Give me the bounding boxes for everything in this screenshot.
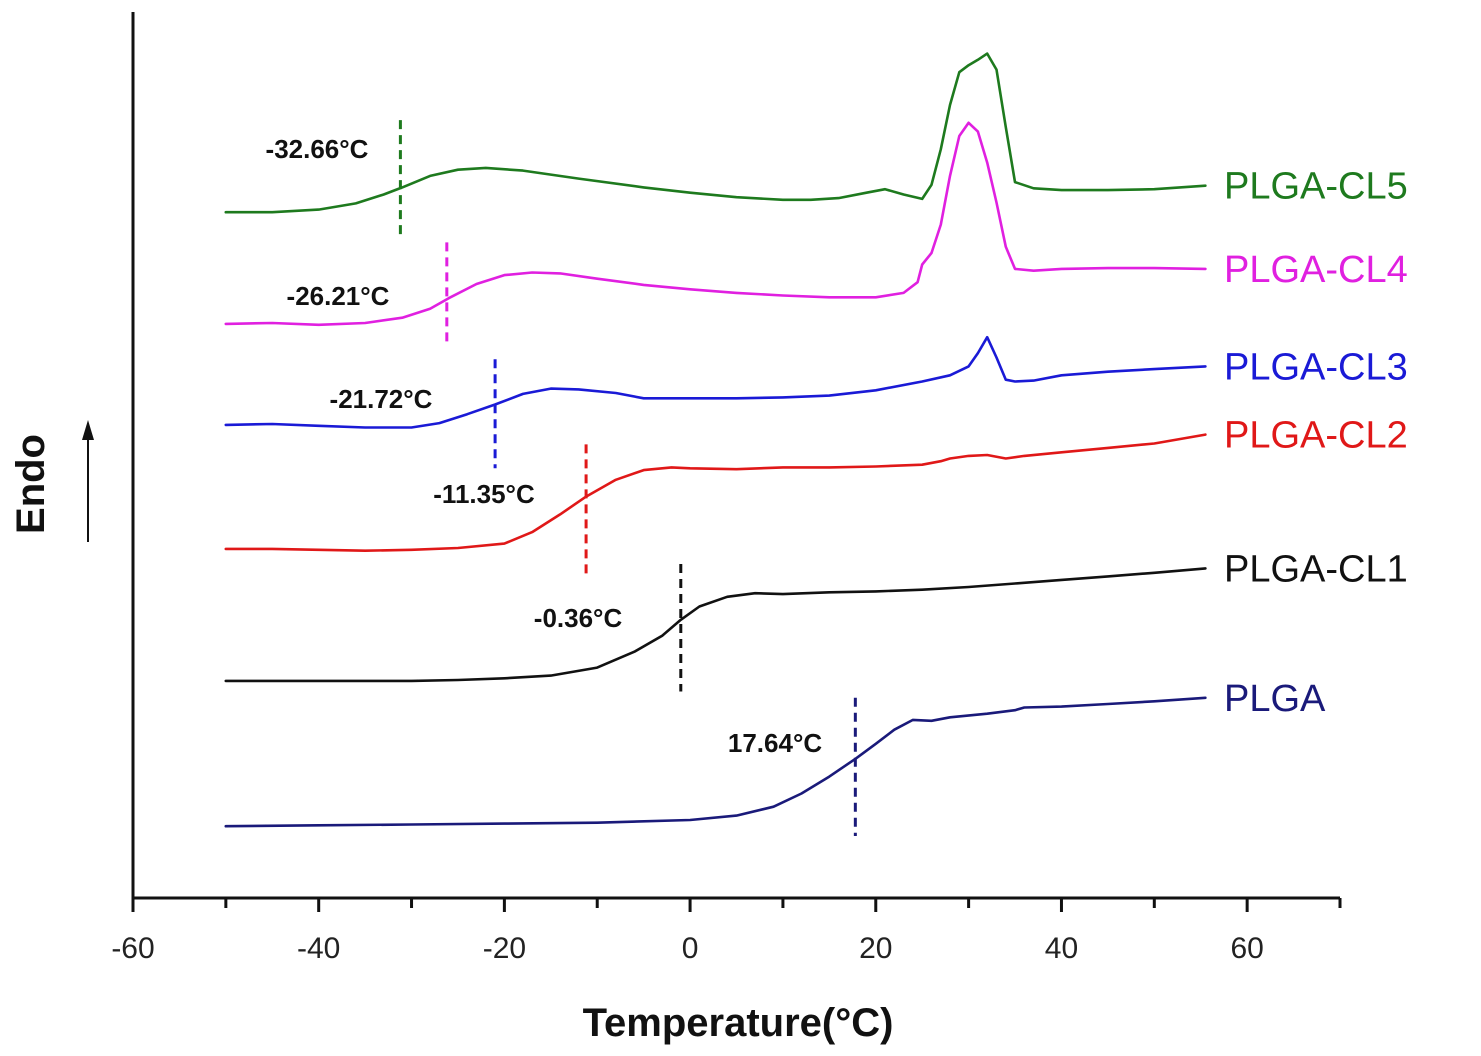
trace-plga-cl2: [224, 433, 1207, 552]
legend-label-plga-cl3: PLGA-CL3: [1224, 346, 1408, 388]
legend-label-plga-cl4: PLGA-CL4: [1224, 249, 1408, 291]
traces: [224, 52, 1207, 828]
x-tick-label: -40: [297, 932, 340, 965]
tg-annotation-plga-cl5: -32.66°C: [266, 134, 369, 164]
axes: -60 -40 -20 0 20 40 60: [111, 12, 1342, 965]
x-tick-label: 20: [859, 932, 892, 965]
x-tick-label: -60: [111, 932, 154, 965]
endo-arrow-icon: [82, 420, 94, 542]
trace-plga-cl3: [224, 335, 1207, 429]
x-axis-title: Temperature(°C): [583, 1001, 894, 1045]
tg-annotation-plga-cl1: -0.36°C: [534, 603, 623, 633]
labels: PLGA-CL5 -32.66°C PLGA-CL4 -26.21°C PLGA-CL3…: [266, 134, 1408, 758]
x-tick-label: 0: [682, 932, 699, 965]
trace-plga-cl4: [224, 121, 1207, 327]
tg-annotation-plga-cl4: -26.21°C: [287, 281, 390, 311]
x-tick-label: 40: [1045, 932, 1078, 965]
tg-annotation-plga-cl2: -11.35°C: [433, 479, 535, 509]
tg-annotation-plga-cl3: -21.72°C: [330, 384, 433, 414]
x-tick-label: -20: [483, 932, 526, 965]
trace-plga-cl5: [224, 52, 1207, 214]
y-axis-title: Endo: [9, 434, 53, 534]
legend-label-plga-cl2: PLGA-CL2: [1224, 415, 1408, 457]
legend-label-plga: PLGA: [1224, 678, 1326, 720]
trace-plga: [224, 696, 1207, 828]
x-tick-label: 60: [1230, 932, 1263, 965]
legend-label-plga-cl5: PLGA-CL5: [1224, 166, 1408, 208]
trace-plga-cl1: [224, 567, 1207, 683]
legend-label-plga-cl1: PLGA-CL1: [1224, 548, 1408, 590]
tg-annotation-plga: 17.64°C: [728, 728, 822, 758]
tg-markers: [398, 120, 857, 836]
